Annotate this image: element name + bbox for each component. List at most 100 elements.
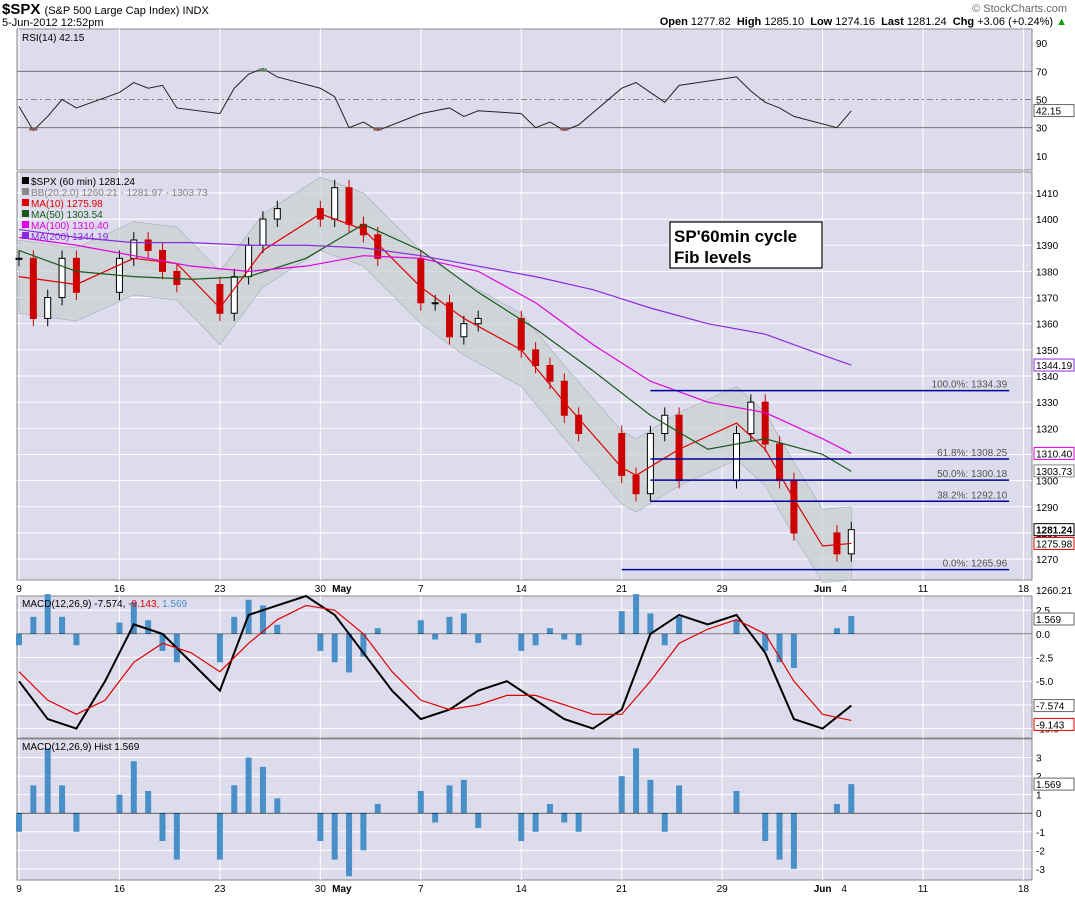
hist-bar [116,794,123,814]
hist-last-label: 1.569 [1036,780,1061,791]
hist-bar [331,813,338,860]
rsi-line [18,67,852,132]
price-candle [29,257,37,319]
x-tick-label: 14 [516,884,528,895]
hist-bar [259,766,266,814]
x-tick-label: 30 [315,884,327,895]
hist-bar [231,785,238,814]
hist-bar [346,813,353,877]
hist-bar [762,813,769,842]
macd-hist-bar [762,633,769,651]
price-right-label: 1310.40 [1036,449,1073,460]
macd-hist-bar [618,611,625,634]
rsi-oversold-shade [29,127,38,131]
price-candle [273,208,281,220]
macd-tick-label: -5.0 [1036,677,1054,688]
annotation-line-1: SP'60min cycle [674,227,797,246]
rsi-tick-label: 10 [1036,152,1048,163]
hist-tick-label: -2 [1036,846,1045,857]
price-candle [532,349,540,367]
hist-bar [833,803,840,814]
price-legend-item: MA(10) 1275.98 [31,199,103,210]
x-tick-label: Jun [814,884,832,895]
x-tick-label: 16 [114,884,126,895]
rsi-overbought-shade [258,68,267,72]
hist-tick-label: 3 [1036,754,1042,765]
x-tick-label: 9 [16,584,22,595]
hist-bar [432,813,439,823]
panel-macd-bg [16,595,1033,739]
macd-tick-label: 2.5 [1036,606,1050,617]
price-right-label: 1344.19 [1036,361,1073,372]
price-tick-label: 1390 [1036,241,1059,252]
fib-label: 50.0%: 1300.18 [937,469,1007,480]
price-legend-item: MA(100) 1310.40 [31,221,109,232]
price-candle [546,365,554,382]
open-value: 1277.82 [690,16,731,28]
hist-bar [73,813,80,832]
low-value: 1274.16 [835,16,876,28]
price-right-label: 1303.73 [1036,467,1073,478]
hist-bar [360,813,367,851]
hist-bar [575,813,582,832]
price-candle [144,239,152,251]
rsi-tick-label: 30 [1036,124,1048,135]
price-candle [747,401,755,435]
macd-hist-bar [145,620,152,634]
price-candle [833,532,841,555]
fib-label: 0.0%: 1265.96 [943,559,1008,570]
legend-swatch [22,188,29,195]
macd-hist-bar [848,616,855,634]
hist-bar [317,813,324,842]
price-tick-label: 1380 [1036,267,1059,278]
price-tick-label: 1300 [1036,477,1059,488]
macd-tick-label: 0.0 [1036,630,1050,641]
price-right-label: 1281.24 [1036,526,1073,537]
macd-legend: MACD(12,26,9) -7.574, -9.143, 1.569 [22,599,188,610]
macd-hist-bar [776,633,783,663]
price-candle [15,257,23,260]
price-candle [345,187,353,225]
macd-signal-line [18,604,852,722]
x-tick-label: 16 [114,584,126,595]
rsi-last-label: 42.15 [1036,107,1061,118]
hist-tick-label: 1 [1036,791,1042,802]
macd-hist-bar [833,628,840,634]
price-tick-label: 1320 [1036,424,1059,435]
hist-bar [618,776,625,814]
price-candle [44,297,52,319]
macd-hist-bar [360,633,367,657]
macd-hist-bar [59,616,66,634]
price-candle [72,257,80,293]
price-right-box [1033,358,1075,372]
price-tick-label: 1370 [1036,294,1059,305]
price-candle [575,414,583,435]
macd-top-label: 1260.21 [1036,586,1073,597]
price-tick-label: 1340 [1036,372,1059,383]
up-arrow-icon: ▲ [1056,16,1067,28]
macd-hist-bar [633,594,640,634]
macd-hist-bar [331,633,338,663]
macd-hist-bar [661,633,668,646]
hist-bar [44,748,51,814]
x-tick-label: 21 [616,584,628,595]
price-candle [58,257,66,299]
brand-watermark: © StockCharts.com [972,3,1067,15]
price-right-box [1033,536,1075,550]
hist-bar [130,761,137,814]
macd-hist-bar [676,616,683,634]
fib-label: 61.8%: 1308.25 [937,448,1007,459]
legend-swatch [22,232,29,239]
x-tick-label: Jun [814,584,832,595]
macd-hist-bar [432,633,439,640]
hist-bar [518,813,525,842]
high-value: 1285.10 [764,16,805,28]
symbol-name: (S&P 500 Large Cap Index) [44,5,180,17]
price-candle [847,529,855,555]
hist-bar [216,813,223,860]
price-tick-label: 1330 [1036,398,1059,409]
macd-right-label: 1.569 [1036,615,1061,626]
price-legend-item: MA(50) 1303.54 [31,210,103,221]
hist-bar [532,813,539,832]
rsi-legend: RSI(14) 42.15 [22,33,85,44]
